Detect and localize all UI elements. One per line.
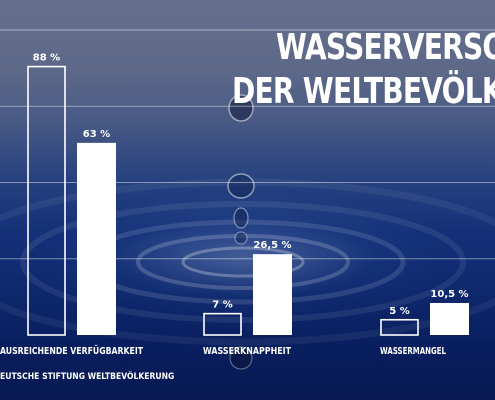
source-credit: EUTSCHE STIFTUNG WELTBEVÖLKERUNG: [0, 372, 174, 382]
bar-filled: [77, 143, 116, 335]
bar-outline: [28, 67, 65, 335]
bar-outline: [381, 320, 418, 335]
category-label: AUSREICHENDE VERFÜGBARKEIT: [0, 343, 143, 357]
data-label: 10,5 %: [430, 289, 468, 300]
bar-filled: [253, 254, 292, 335]
data-label: 63 %: [83, 129, 110, 140]
data-label: 5 %: [389, 306, 409, 317]
bar-filled: [430, 303, 469, 335]
category-label: WASSERKNAPPHEIT: [203, 346, 291, 357]
bar-outline: [204, 314, 241, 335]
category-label: WASSERMANGEL: [380, 346, 446, 357]
data-label: 88 %: [33, 53, 60, 64]
data-label: 26,5 %: [253, 240, 291, 251]
data-label: 7 %: [212, 300, 232, 311]
